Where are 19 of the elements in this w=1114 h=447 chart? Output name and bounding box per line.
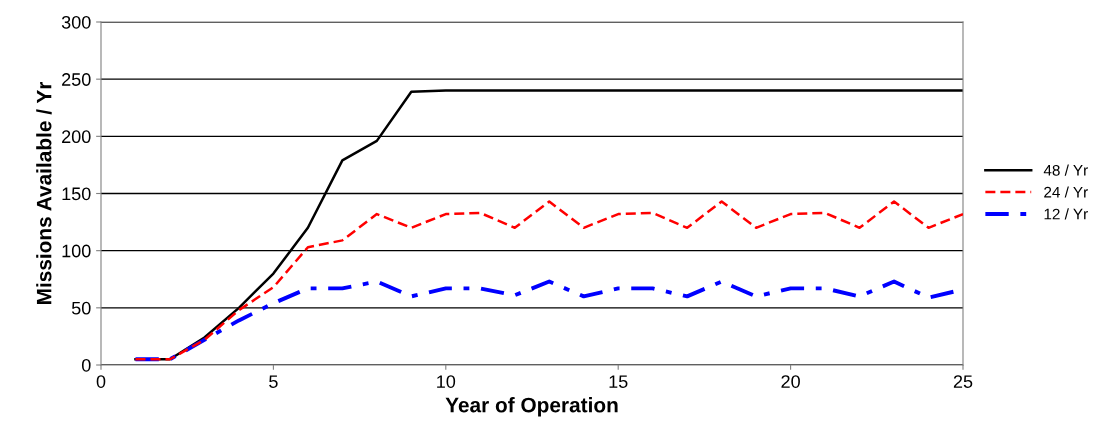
y-tick-label: 250	[62, 73, 91, 86]
x-tick-label: 0	[96, 375, 106, 388]
y-tick-label: 150	[62, 187, 91, 201]
x-tick-label: 15	[609, 375, 628, 388]
legend-label: 12 / Yr	[1044, 208, 1088, 220]
y-axis-title: Missions Available / Yr	[36, 81, 52, 305]
x-tick-label: 10	[437, 375, 456, 388]
y-tick-label: 300	[61, 15, 91, 29]
y-tick-label: 100	[62, 244, 91, 258]
x-tick-label: 25	[953, 375, 973, 388]
legend-label: 48 / Yr	[1043, 164, 1088, 176]
y-tick-label: 200	[62, 130, 91, 144]
line-series	[134, 200, 963, 361]
x-tick-label: 20	[781, 375, 800, 388]
x-axis-title: Year of Operation	[445, 397, 618, 417]
y-tick-label: 0	[81, 358, 91, 372]
x-tick-label: 5	[269, 375, 278, 388]
y-tick-label: 50	[71, 301, 91, 315]
legend-label: 24 / Yr	[1044, 186, 1088, 198]
